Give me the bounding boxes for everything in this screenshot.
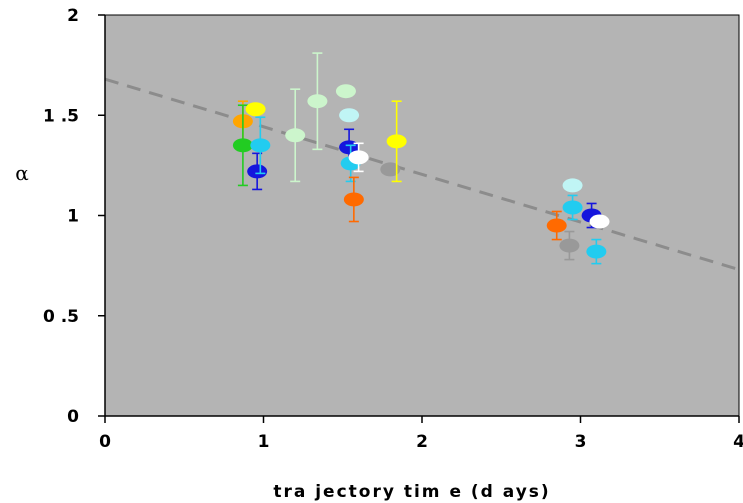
y-tick-label: 0 .5 xyxy=(43,307,79,327)
y-tick-label: 2 xyxy=(67,6,79,26)
point-marker xyxy=(348,150,369,165)
point-marker xyxy=(250,138,271,153)
point-marker xyxy=(339,108,360,123)
point-marker xyxy=(380,162,401,177)
x-tick-label: 2 xyxy=(416,432,428,452)
data-point xyxy=(285,88,306,183)
data-point xyxy=(245,102,266,117)
point-marker xyxy=(245,102,266,117)
point-marker xyxy=(562,178,583,193)
data-point xyxy=(380,162,401,177)
data-point xyxy=(559,230,580,261)
data-point xyxy=(589,214,610,229)
plot-area xyxy=(104,14,740,417)
data-point xyxy=(250,116,271,175)
data-point xyxy=(348,142,369,173)
point-marker xyxy=(559,238,580,253)
data-point xyxy=(562,194,583,221)
point-marker xyxy=(307,94,328,109)
point-marker xyxy=(546,218,567,233)
trendline xyxy=(104,77,740,272)
ticks-layer: 0 1 2 3 4 0 0 .5 1 1 .5 2 xyxy=(43,6,743,452)
data-point xyxy=(586,238,607,265)
data-point xyxy=(307,52,328,151)
data-point xyxy=(247,152,268,191)
x-tick-label: 0 xyxy=(99,432,111,452)
x-tick-label: 3 xyxy=(575,432,587,452)
point-marker xyxy=(285,128,306,143)
y-tick-label: 1 xyxy=(67,207,79,227)
point-marker xyxy=(335,84,356,99)
y-tick-label: 0 xyxy=(67,407,79,427)
point-marker xyxy=(386,134,407,149)
y-tick-label: 1 .5 xyxy=(43,106,79,126)
data-point xyxy=(343,176,364,223)
y-axis-title: α xyxy=(15,161,29,185)
point-marker xyxy=(343,192,364,207)
point-marker xyxy=(586,244,607,259)
point-marker xyxy=(562,200,583,215)
data-point xyxy=(335,84,356,99)
point-marker xyxy=(232,138,253,153)
data-point xyxy=(386,100,407,183)
data-point xyxy=(339,108,360,123)
x-tick-label: 4 xyxy=(733,432,743,452)
data-point xyxy=(546,210,567,241)
point-marker xyxy=(589,214,610,229)
data-point xyxy=(232,104,253,187)
x-tick-label: 1 xyxy=(258,432,270,452)
data-point xyxy=(562,178,583,193)
point-marker xyxy=(247,164,268,179)
x-axis-title: tra jectory tim e (d ays) xyxy=(273,482,550,502)
points-layer xyxy=(232,52,610,265)
